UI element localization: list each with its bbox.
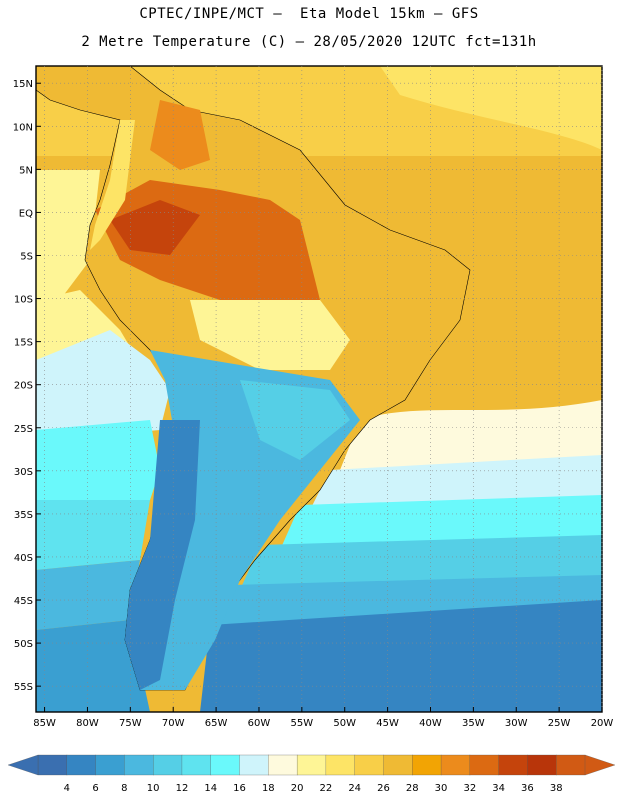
lat-tick-label: 10S [14, 295, 33, 306]
colorbar-swatch [153, 754, 183, 776]
lat-tick-label: 25S [14, 424, 33, 435]
lat-tick-label: 5S [20, 251, 33, 262]
colorbar-level-label: 4 [64, 783, 70, 794]
lon-tick-label: 40W [419, 718, 442, 729]
lat-tick-label: 55S [14, 682, 33, 693]
central-brazil-mild [190, 300, 350, 370]
lon-tick-label: 75W [119, 718, 142, 729]
colorbar-level-label: 6 [92, 783, 98, 794]
colorbar-level-label: 30 [435, 783, 448, 794]
colorbar-swatch [37, 754, 68, 776]
colorbar-level-label: 22 [320, 783, 333, 794]
ocean-field-northeast [380, 66, 602, 150]
colorbar-swatch [469, 754, 500, 776]
lon-tick-label: 70W [162, 718, 185, 729]
lat-tick-label: 30S [14, 467, 33, 478]
colorbar-swatch [210, 754, 240, 776]
colorbar-swatch [354, 754, 384, 776]
lat-tick-label: 50S [14, 639, 33, 650]
atlantic-band-22 [340, 400, 602, 470]
pacific-band-18 [36, 330, 170, 440]
atlantic-band-16 [280, 495, 602, 550]
colorbar-swatch [527, 754, 557, 776]
colorbar-level-label: 8 [121, 783, 127, 794]
colorbar-swatch [556, 754, 586, 776]
map-title-line-2: 2 Metre Temperature (C) – 28/05/2020 12U… [81, 34, 537, 50]
lon-tick-label: 55W [291, 718, 314, 729]
lon-tick-label: 80W [76, 718, 99, 729]
map-title-line-1: CPTEC/INPE/MCT – Eta Model 15km – GFS [139, 6, 479, 22]
colorbar-level-label: 38 [550, 783, 563, 794]
colorbar-level-label: 24 [348, 783, 361, 794]
colorbar-swatch [498, 754, 528, 776]
lon-tick-label: 65W [205, 718, 228, 729]
colorbar-swatch [325, 754, 356, 776]
pacific-band-12 [36, 560, 140, 630]
lon-tick-label: 20W [591, 718, 614, 729]
colorbar-level-label: 16 [233, 783, 246, 794]
latitude-labels: 15N 10N 5N EQ 5S 10S 15S 20S 25S 30S 35S 40S 45S 50S 5… [13, 79, 41, 693]
colorbar-swatch [181, 754, 212, 776]
colorbar-level-label: 12 [176, 783, 189, 794]
lon-tick-label: 25W [548, 718, 571, 729]
colorbar-swatch [268, 754, 298, 776]
venezuela-hot-region [150, 100, 210, 170]
colorbar-level-label: 32 [463, 783, 476, 794]
andes-south-cold [125, 420, 200, 690]
atlantic-band-18 [310, 455, 602, 510]
atlantic-band-14 [240, 535, 602, 590]
lat-tick-label: EQ [19, 208, 33, 219]
colorbar-swatch [66, 754, 97, 776]
longitude-labels: 85W 80W 75W 70W 65W 60W 55W 50W 45W 40W 35W 30W 25W 2… [33, 707, 613, 729]
atlantic-band-8 [200, 600, 602, 712]
colorbar-level-label: 34 [492, 783, 505, 794]
colorbar-swatch [239, 754, 269, 776]
map-frame [35, 65, 603, 713]
colorbar-swatch [383, 754, 413, 776]
colorbar: 4 6 8 10 12 14 16 18 20 22 24 26 28 30 32 34 36 38 [7, 754, 616, 794]
colorbar-level-label: 20 [291, 783, 304, 794]
lon-tick-label: 50W [333, 718, 356, 729]
colorbar-level-label: 18 [262, 783, 275, 794]
lat-tick-label: 10N [13, 122, 33, 133]
lat-tick-label: 15N [13, 79, 33, 90]
andes-north-cool [90, 120, 135, 250]
lon-tick-label: 85W [33, 718, 56, 729]
colorbar-level-label: 36 [521, 783, 534, 794]
lon-tick-label: 30W [505, 718, 528, 729]
lon-tick-label: 35W [462, 718, 485, 729]
colorbar-low-arrow [7, 754, 39, 776]
colorbar-swatch [412, 754, 442, 776]
paraguay-region [240, 380, 350, 460]
colorbar-level-label: 14 [204, 783, 217, 794]
colorbar-swatch [124, 754, 154, 776]
lat-tick-label: 40S [14, 553, 33, 564]
pacific-band-16 [36, 420, 160, 500]
colorbar-level-label: 10 [147, 783, 160, 794]
colorbar-high-arrow [584, 754, 616, 776]
pacific-equatorial-band [36, 170, 100, 300]
colorbar-swatch [95, 754, 125, 776]
pacific-band-14 [36, 500, 150, 570]
lat-tick-label: 5N [19, 165, 33, 176]
map-field [36, 66, 602, 712]
lon-tick-label: 45W [376, 718, 399, 729]
amazon-hottest-region [110, 200, 200, 255]
colorbar-level-label: 28 [406, 783, 419, 794]
colorbar-swatch [296, 754, 327, 776]
lat-tick-label: 15S [14, 338, 33, 349]
colorbar-level-label: 26 [377, 783, 390, 794]
colorbar-swatch [440, 754, 471, 776]
lon-tick-label: 60W [248, 718, 271, 729]
lat-tick-label: 45S [14, 596, 33, 607]
lat-tick-label: 20S [14, 381, 33, 392]
lat-tick-label: 35S [14, 510, 33, 521]
